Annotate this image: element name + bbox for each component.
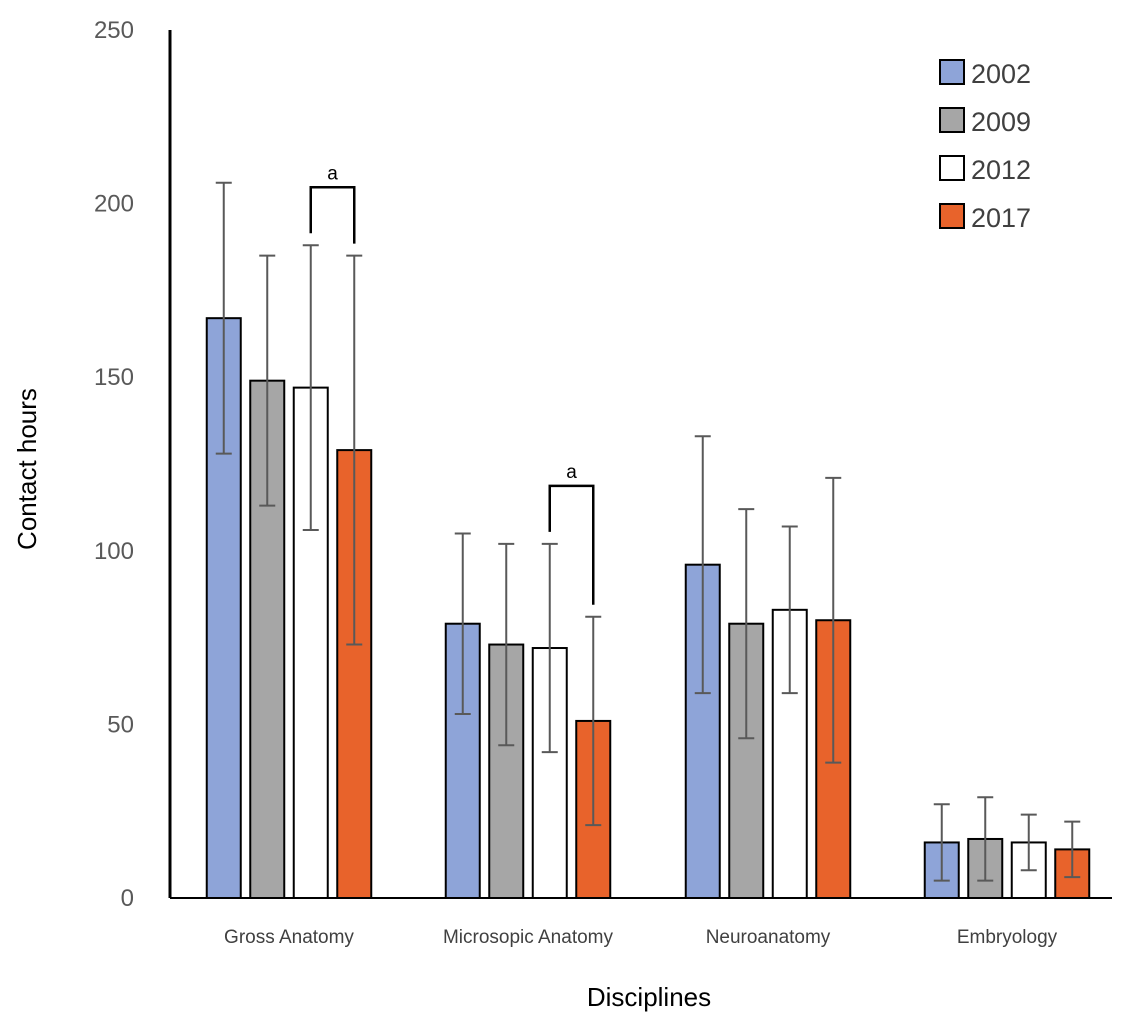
- legend-label: 2009: [971, 107, 1031, 137]
- y-axis-title: Contact hours: [12, 388, 42, 550]
- y-tick-label: 100: [94, 538, 134, 565]
- legend: 2002 2009 2012 2017: [939, 59, 1031, 233]
- legend-label: 2002: [971, 59, 1031, 89]
- significance-label: a: [327, 163, 338, 184]
- y-tick-label: 150: [94, 364, 134, 391]
- x-tick-label: Gross Anatomy: [224, 927, 354, 948]
- significance-bracket: [309, 186, 356, 244]
- legend-swatch-2017: [939, 203, 965, 229]
- significance-label: a: [566, 462, 577, 483]
- legend-label: 2017: [971, 203, 1031, 233]
- y-tick-label: 50: [107, 711, 134, 738]
- x-axis-title: Disciplines: [587, 982, 711, 1012]
- significance-bracket: [548, 484, 595, 605]
- legend-swatch-2009: [939, 107, 965, 133]
- legend-label: 2012: [971, 155, 1031, 185]
- y-tick-label: 250: [94, 17, 134, 44]
- x-tick-label: Neuroanatomy: [706, 927, 831, 948]
- chart-axes: 0 50 100 150 200 250 Gross Anatomy Microsopic A…: [94, 17, 1112, 948]
- chart-marks: aa: [205, 163, 1091, 900]
- y-tick-label: 200: [94, 191, 134, 218]
- legend-swatch-2012: [939, 155, 965, 181]
- y-tick-label: 0: [121, 885, 134, 912]
- x-tick-label: Microsopic Anatomy: [443, 927, 614, 948]
- legend-swatch-2002: [939, 59, 965, 85]
- x-tick-label: Embryology: [957, 927, 1058, 948]
